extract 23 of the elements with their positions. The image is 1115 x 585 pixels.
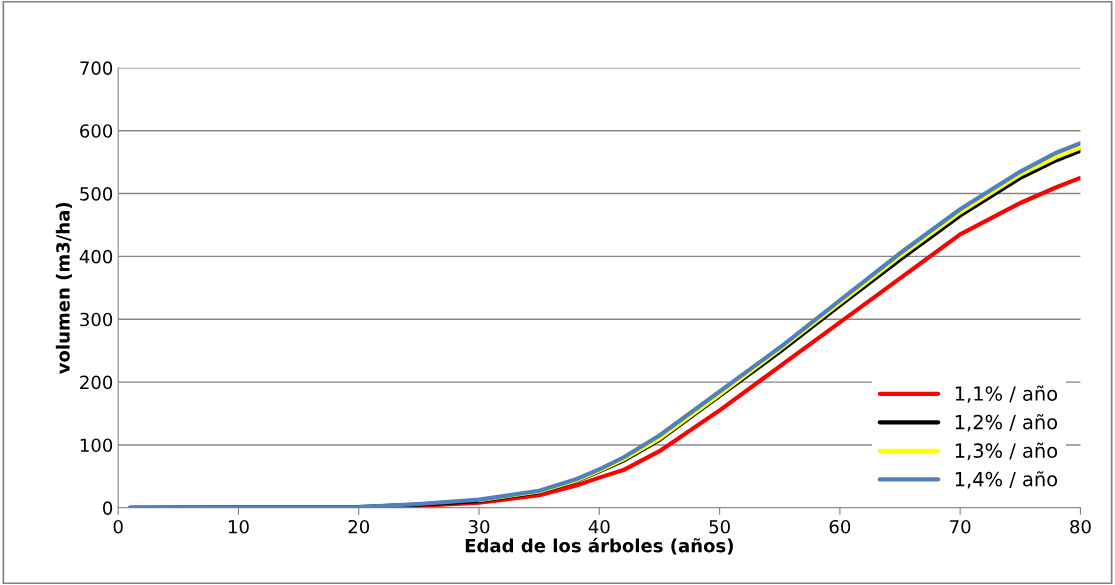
legend-label: 1,2% / año bbox=[955, 414, 1058, 432]
x-tick-label: 10 bbox=[228, 519, 249, 534]
x-tick-label: 30 bbox=[468, 519, 490, 534]
x-axis-title: Edad de los árboles (años) bbox=[465, 537, 733, 555]
y-tick-label: 300 bbox=[80, 312, 113, 327]
x-tick-label: 50 bbox=[709, 519, 730, 534]
x-tick-label: 20 bbox=[348, 519, 370, 534]
y-tick-label: 600 bbox=[80, 124, 113, 138]
legend-label: 1,1% / año bbox=[955, 385, 1058, 403]
x-tick-label: 0 bbox=[113, 519, 123, 534]
y-tick-label: 200 bbox=[80, 375, 113, 390]
x-tick-label: 70 bbox=[950, 519, 971, 534]
x-tick-label: 80 bbox=[1070, 519, 1091, 534]
y-tick-label: 0 bbox=[103, 501, 113, 515]
legend-label: 1,3% / año bbox=[955, 442, 1058, 460]
y-tick-label: 700 bbox=[80, 61, 113, 75]
x-tick-label: 60 bbox=[829, 519, 851, 534]
y-tick-label: 500 bbox=[80, 187, 113, 201]
y-axis-title: volumen (m3/ha) bbox=[55, 202, 72, 375]
x-tick-label: 40 bbox=[588, 519, 610, 534]
y-tick-label: 100 bbox=[80, 438, 113, 453]
legend-label: 1,4% / año bbox=[955, 471, 1058, 489]
y-tick-label: 400 bbox=[79, 249, 113, 264]
